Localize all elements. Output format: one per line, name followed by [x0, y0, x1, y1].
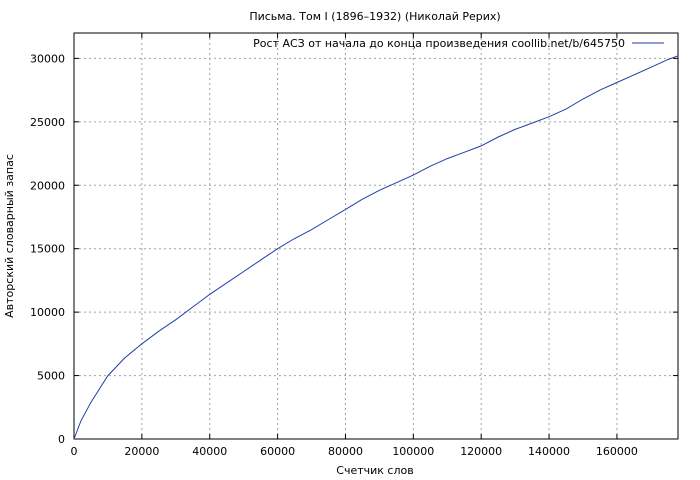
x-axis: 0 20000 40000 60000 80000 100000 120000 140000 1… — [71, 33, 638, 458]
y-tick-label: 20000 — [30, 179, 65, 192]
y-tick-label: 5000 — [37, 370, 65, 383]
y-tick-label: 10000 — [30, 306, 65, 319]
y-tick-label: 30000 — [30, 52, 65, 65]
series-line — [73, 55, 679, 440]
x-tick-label: 0 — [71, 445, 78, 458]
x-tick-label: 140000 — [528, 445, 570, 458]
y-tick-label: 25000 — [30, 116, 65, 129]
x-tick-label: 80000 — [328, 445, 363, 458]
x-tick-label: 60000 — [260, 445, 295, 458]
x-tick-label: 120000 — [460, 445, 502, 458]
legend-label: Рост АСЗ от начала до конца произведения… — [253, 37, 625, 50]
chart-title: Письма. Том I (1896–1932) (Николай Рерих… — [249, 10, 500, 23]
y-axis: 0 5000 10000 15000 20000 25000 30000 — [30, 52, 678, 446]
x-tick-label: 100000 — [392, 445, 434, 458]
plot-frame — [73, 32, 679, 440]
x-tick-label: 160000 — [596, 445, 638, 458]
y-axis-label: Авторский словарный запас — [3, 154, 16, 318]
x-tick-label: 40000 — [192, 445, 227, 458]
x-tick-label: 20000 — [124, 445, 159, 458]
y-tick-label: 0 — [58, 433, 65, 446]
x-axis-label: Счетчик слов — [336, 464, 413, 477]
legend: Рост АСЗ от начала до конца произведения… — [253, 37, 664, 50]
series-group — [73, 55, 679, 440]
y-tick-label: 15000 — [30, 243, 65, 256]
grid — [74, 33, 678, 439]
